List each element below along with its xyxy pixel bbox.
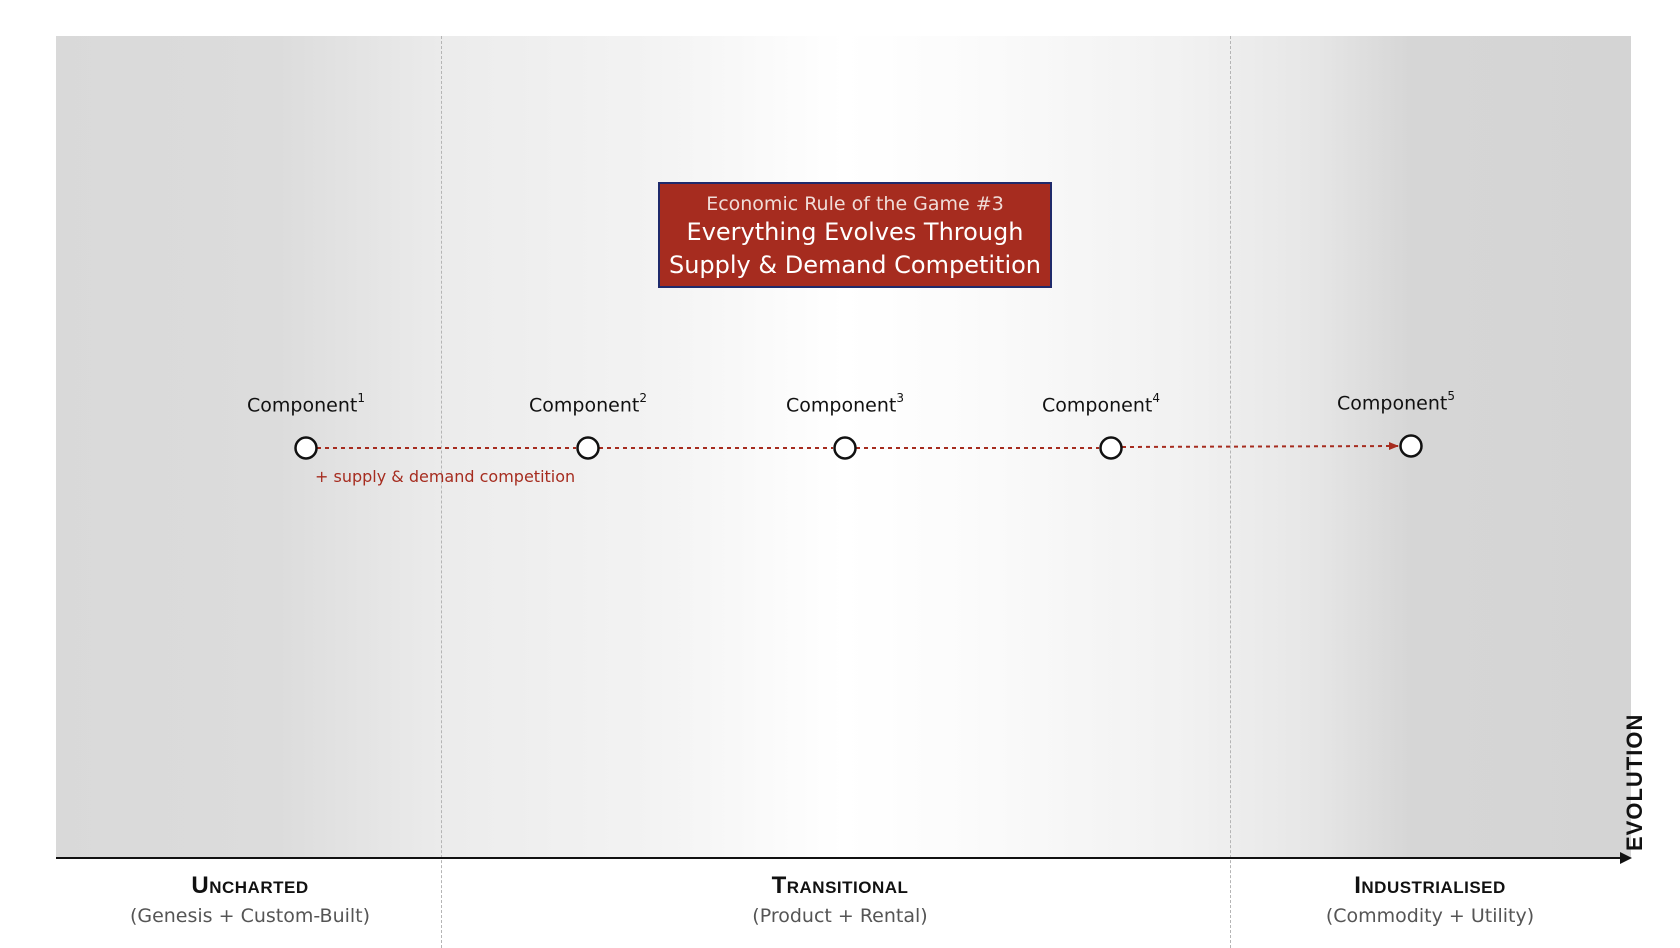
stage-title-uncharted: Uncharted <box>191 872 309 899</box>
component-label-5: Component5 <box>1337 389 1455 415</box>
link-4-5 <box>1121 442 1399 451</box>
stage-subtitle-transitional: (Product + Rental) <box>752 905 928 927</box>
stage-subtitle-industrialised: (Commodity + Utility) <box>1325 905 1535 927</box>
component-label-2: Component2 <box>529 391 647 417</box>
component-label-1: Component1 <box>247 391 365 417</box>
stage-uncharted: Uncharted (Genesis + Custom-Built) <box>100 872 400 928</box>
evolution-axis <box>56 857 1622 859</box>
rule-kicker: Economic Rule of the Game #3 <box>706 193 1004 215</box>
stage-industrialised: Industrialised (Commodity + Utility) <box>1280 872 1580 928</box>
component-node-1 <box>294 436 318 460</box>
stage-title-transitional: Transitional <box>771 872 909 899</box>
stage-subtitle-uncharted: (Genesis + Custom-Built) <box>129 905 371 927</box>
flow-annotation: + supply & demand competition <box>315 467 576 486</box>
component-node-2 <box>576 436 600 460</box>
axis-title: EVOLUTION <box>1622 713 1647 851</box>
component-node-4 <box>1099 436 1123 460</box>
stage-divider-1 <box>441 36 442 948</box>
stage-title-industrialised: Industrialised <box>1354 872 1506 899</box>
stage-transitional: Transitional (Product + Rental) <box>690 872 990 928</box>
rule-title-line-2: Supply & Demand Competition <box>668 251 1042 279</box>
axis-arrowhead <box>1620 852 1632 864</box>
rule-callout: Economic Rule of the Game #3 Everything … <box>658 182 1052 288</box>
component-label-4: Component4 <box>1042 391 1160 417</box>
rule-title-line-1: Everything Evolves Through <box>686 218 1024 246</box>
component-node-5 <box>1399 434 1423 458</box>
stage-divider-2 <box>1230 36 1231 948</box>
component-label-3: Component3 <box>786 391 904 417</box>
component-node-3 <box>833 436 857 460</box>
